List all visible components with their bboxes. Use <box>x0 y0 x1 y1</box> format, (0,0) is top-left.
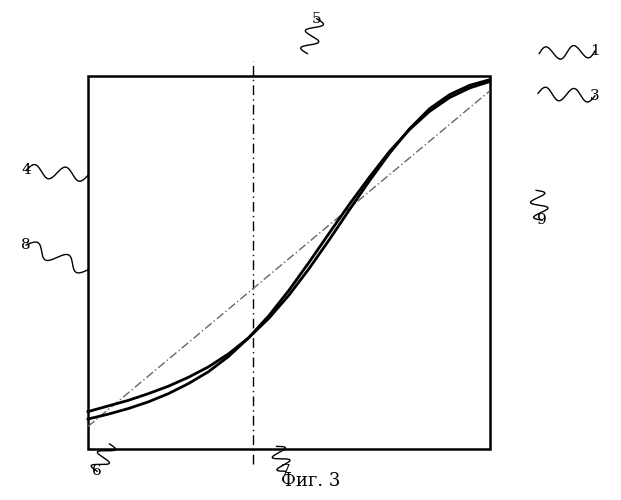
Bar <box>88 76 490 449</box>
Text: 5: 5 <box>312 12 322 26</box>
Text: 3: 3 <box>590 89 600 103</box>
Text: Фиг. 3: Фиг. 3 <box>281 472 340 490</box>
Text: 7: 7 <box>281 464 291 478</box>
Text: 6: 6 <box>93 464 102 478</box>
Text: 8: 8 <box>21 238 31 252</box>
Text: 1: 1 <box>590 44 600 58</box>
Text: 4: 4 <box>21 164 31 177</box>
Text: 9: 9 <box>537 213 547 227</box>
